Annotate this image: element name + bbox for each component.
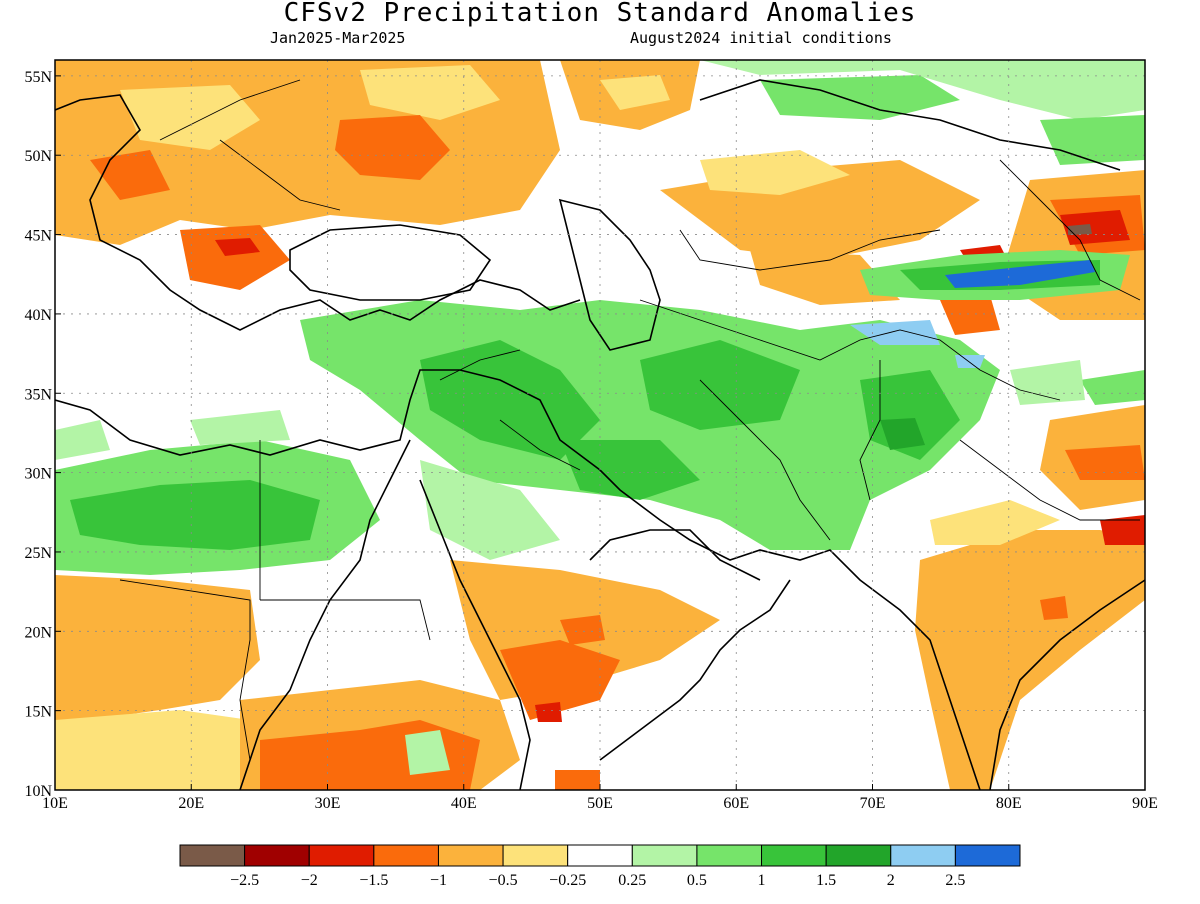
x-tick-label: 30E [315,795,341,812]
colorbar-label: −1 [430,872,447,889]
country-borders [119,79,1141,761]
y-tick-label: 45N [24,228,52,245]
x-tick-label: 70E [860,795,886,812]
wet-region-sahara [55,60,1145,575]
y-tick-label: 30N [24,466,52,483]
x-tick-label: 50E [587,795,613,812]
y-tick-label: 40N [24,307,52,324]
dry-region-europe [55,60,700,290]
x-tick-label: 80E [996,795,1022,812]
colorbar-swatch [502,844,569,867]
colorbar: −2.5 −2 −1.5 −1 −0.5 −0.25 0.25 0.5 1 1.5 2 2.5 [179,844,1021,889]
colorbar-swatch [179,844,246,867]
chart-title: CFSv2 Precipitation Standard Anomalies [283,0,917,28]
y-tick-label: 20N [24,624,52,641]
y-tick-label: 10N [24,783,52,800]
grid-lines [55,60,1145,790]
colorbar-label: −2 [301,872,318,889]
colorbar-swatch [631,844,698,867]
x-tick-label: 90E [1132,795,1158,812]
colorbar-label: 2.5 [945,872,965,889]
x-tick-label: 60E [723,795,749,812]
colorbar-label: 1.5 [816,872,836,889]
colorbar-swatch [890,844,956,867]
colorbar-swatch [696,844,763,867]
y-tick-label: 25N [24,545,52,562]
colorbar-swatch [373,844,439,867]
x-axis: 10E 20E 30E 40E 50E 60E 70E 80E 90E [42,784,1158,812]
y-tick-label: 15N [24,704,52,721]
initial-conditions: August2024 initial conditions [630,29,892,47]
colorbar-label: −0.5 [489,872,518,889]
colorbar-label: −2.5 [230,872,259,889]
coastlines [55,79,1145,790]
x-tick-label: 20E [178,795,204,812]
dry-region-africa-arabia [55,560,720,790]
x-tick-label: 10E [42,795,68,812]
forecast-period: Jan2025-Mar2025 [270,29,406,47]
colorbar-swatch [308,844,375,867]
y-tick-label: 50N [24,148,52,165]
colorbar-label: 2 [887,872,895,889]
y-tick-label: 35N [24,386,52,403]
colorbar-swatch [244,844,310,867]
colorbar-swatch [437,844,504,867]
colorbar-label: −1.5 [359,872,388,889]
dry-region-india [915,360,1145,790]
colorbar-swatch [761,844,827,867]
anomaly-field [55,60,1145,790]
wet-region-tianshan [860,250,1130,300]
y-tick-label: 55N [24,69,52,86]
dry-region-central-asia [660,150,1145,335]
colorbar-label: 0.25 [618,872,646,889]
colorbar-label: 0.5 [687,872,707,889]
colorbar-swatch [954,844,1021,867]
colorbar-swatch [825,844,892,867]
colorbar-label: 1 [758,872,766,889]
x-tick-label: 40E [451,795,477,812]
colorbar-label: −0.25 [549,872,586,889]
y-axis: 10N 15N 20N 25N 30N 35N 40N 45N 50N 55N [24,69,61,800]
colorbar-swatch [567,844,633,867]
